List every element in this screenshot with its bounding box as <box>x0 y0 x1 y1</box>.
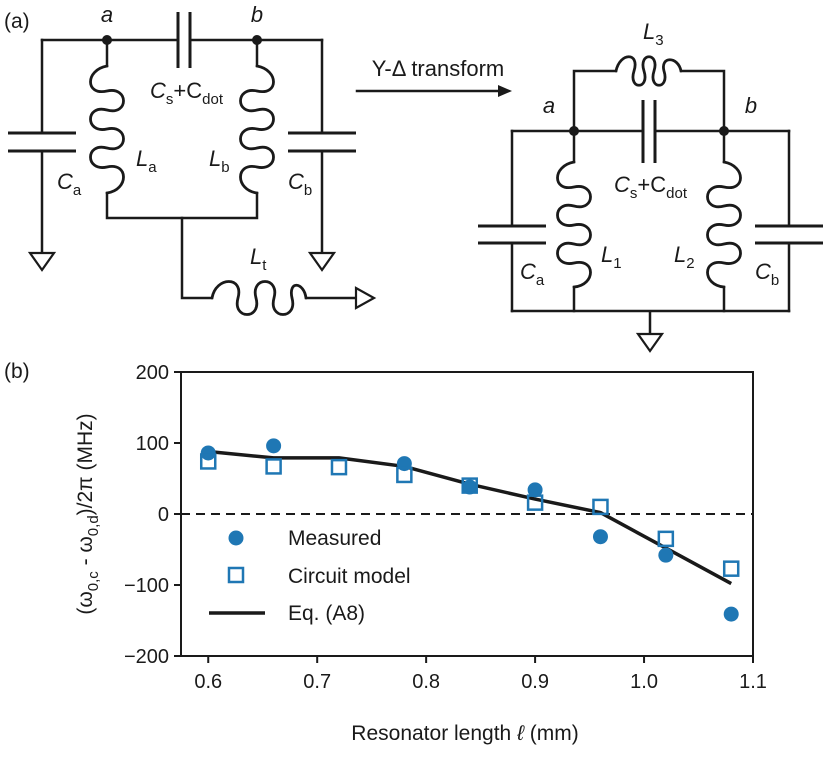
legend-eq-label: Eq. (A8) <box>288 602 365 625</box>
measured-point <box>658 547 674 563</box>
circuit-model-point <box>461 477 478 494</box>
y-tick-label: 100 <box>136 433 169 455</box>
x-tick-label: 1.1 <box>739 671 767 693</box>
measured-point <box>266 438 282 454</box>
x-axis: 0.6 0.7 0.8 0.9 1.0 1.1 <box>194 656 767 693</box>
y-tick-label: −100 <box>124 575 169 597</box>
left-circuit <box>8 12 377 316</box>
x-tick-label: 0.9 <box>521 671 549 693</box>
right-coupling-cap-label: Cs+Cdot <box>614 172 688 202</box>
left-coupling-cap-label: Cs+Cdot <box>150 78 224 108</box>
legend-measured-marker <box>228 530 244 546</box>
left-node-a-label: a <box>101 2 113 27</box>
right-node-a-label: a <box>543 93 555 118</box>
legend: Measured Circuit model Eq. (A8) <box>209 527 411 625</box>
measured-point <box>723 606 739 622</box>
circuit-model-point <box>526 494 544 511</box>
circuit-model-point <box>592 498 609 516</box>
left-ind-a-label: La <box>136 146 157 176</box>
measured-point <box>462 479 478 495</box>
panel-b-label: (b) <box>4 360 30 383</box>
legend-model-label: Circuit model <box>288 565 411 588</box>
x-tick-label: 0.7 <box>303 671 331 693</box>
transform-arrow-label: Y-Δ transform <box>372 56 504 81</box>
circuit-model-point <box>657 530 675 548</box>
x-tick-label: 0.8 <box>412 671 440 693</box>
transform-arrow-icon <box>355 85 512 97</box>
circuit-model-point <box>330 458 348 476</box>
circuit-model-point <box>199 453 217 470</box>
left-ind-b-label: Lb <box>209 146 230 176</box>
right-ind-2-label: L2 <box>674 242 695 272</box>
y-tick-label: 0 <box>158 504 169 526</box>
x-tick-label: 1.0 <box>630 671 658 693</box>
measured-point <box>592 529 608 545</box>
circuit-model-point <box>396 466 413 484</box>
circuit-model-point <box>265 458 282 475</box>
plot-area: −200 −100 0 100 200 0.6 0.7 0.8 0.9 1.0 1.1 <box>124 362 767 693</box>
right-ind-3-label: L3 <box>643 19 664 49</box>
circuit-model-series <box>199 453 740 577</box>
eq-a8-line <box>208 449 733 586</box>
circuit-model-point <box>722 560 740 577</box>
measured-point <box>200 445 216 461</box>
right-circuit <box>478 55 823 353</box>
y-axis-label: (ω0,c - ω0,d)/2π (MHz) <box>74 413 102 614</box>
y-axis: −200 −100 0 100 200 <box>124 362 181 668</box>
left-ind-t-label: Lt <box>250 244 267 274</box>
right-cap-b-label: Cb <box>755 259 779 289</box>
right-ind-1-label: L1 <box>601 242 622 272</box>
x-axis-label: Resonator length ℓ (mm) <box>351 722 578 745</box>
left-cap-b-label: Cb <box>288 169 312 199</box>
x-tick-label: 0.6 <box>194 671 222 693</box>
y-tick-label: −200 <box>124 646 169 668</box>
right-node-b-label: b <box>745 93 757 118</box>
measured-point <box>527 482 543 498</box>
y-tick-label: 200 <box>136 362 169 384</box>
left-node-b-label: b <box>251 2 263 27</box>
right-cap-a-label: Ca <box>520 259 545 289</box>
legend-model-marker <box>227 566 245 584</box>
legend-measured-label: Measured <box>288 527 381 550</box>
panel-a-label: (a) <box>4 10 30 33</box>
left-cap-a-label: Ca <box>57 169 82 199</box>
